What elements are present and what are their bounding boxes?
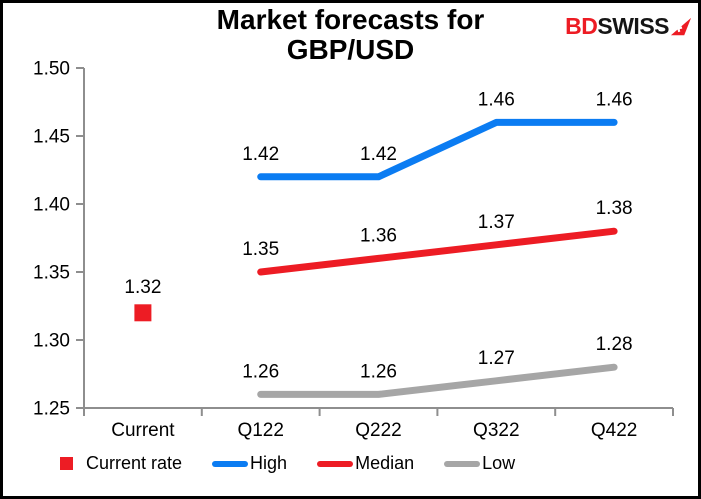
data-label-low: 1.28 xyxy=(596,334,633,355)
data-label-high: 1.42 xyxy=(360,144,397,165)
current-rate-marker xyxy=(134,304,152,322)
data-label-median: 1.36 xyxy=(360,225,397,246)
logo-arrow-icon xyxy=(670,17,692,35)
x-axis-category-label: Q422 xyxy=(591,420,637,441)
data-label-high: 1.46 xyxy=(478,89,515,110)
x-axis-category-label: Q222 xyxy=(355,420,401,441)
legend-label: High xyxy=(250,453,288,473)
y-axis-tick-label: 1.30 xyxy=(33,331,70,352)
y-axis-tick-label: 1.25 xyxy=(33,399,70,420)
legend-item-high: High xyxy=(212,453,287,474)
chart-legend: Current rate High Median Low xyxy=(60,453,515,474)
data-label-low: 1.26 xyxy=(242,361,279,382)
data-label-low: 1.26 xyxy=(360,361,397,382)
legend-line-marker-icon xyxy=(317,460,354,467)
bdswiss-logo: BD SWISS xyxy=(565,13,692,40)
legend-item-low: Low xyxy=(444,453,515,474)
y-axis-tick-label: 1.40 xyxy=(33,195,70,216)
legend-line-marker-icon xyxy=(212,460,249,467)
series-line-high xyxy=(257,118,618,181)
x-axis-category-label: Current xyxy=(111,420,175,441)
forecast-line-chart: 1.50 1.45 1.40 1.35 1.30 1.25 Current Q122 Q222 Q… xyxy=(33,59,674,441)
legend-square-marker-icon xyxy=(60,457,73,470)
data-label-current-rate: 1.32 xyxy=(124,277,161,298)
legend-line-marker-icon xyxy=(444,460,481,467)
logo-text-bd: BD xyxy=(565,13,598,39)
data-label-low: 1.27 xyxy=(478,348,515,369)
legend-label: Low xyxy=(482,453,516,473)
y-axis-tick-label: 1.45 xyxy=(33,127,70,148)
data-label-high: 1.42 xyxy=(242,144,279,165)
y-axis-tick-label: 1.35 xyxy=(33,263,70,284)
data-label-high: 1.46 xyxy=(596,89,633,110)
series-line-median xyxy=(257,227,618,276)
data-label-median: 1.35 xyxy=(242,239,279,260)
chart-title: Market forecasts for GBP/USD xyxy=(216,4,485,65)
data-label-median: 1.38 xyxy=(596,198,633,219)
y-axis-tick-label: 1.50 xyxy=(33,59,70,80)
axis-lines xyxy=(76,67,674,416)
legend-item-median: Median xyxy=(317,453,414,474)
series-line-low xyxy=(257,363,618,398)
logo-text-swiss: SWISS xyxy=(597,13,669,39)
legend-label: Current rate xyxy=(86,453,183,473)
x-axis-category-label: Q322 xyxy=(473,420,519,441)
legend-item-current-rate: Current rate xyxy=(60,453,182,474)
x-axis-category-label: Q122 xyxy=(237,420,283,441)
legend-label: Median xyxy=(355,453,415,473)
data-label-median: 1.37 xyxy=(478,212,515,233)
